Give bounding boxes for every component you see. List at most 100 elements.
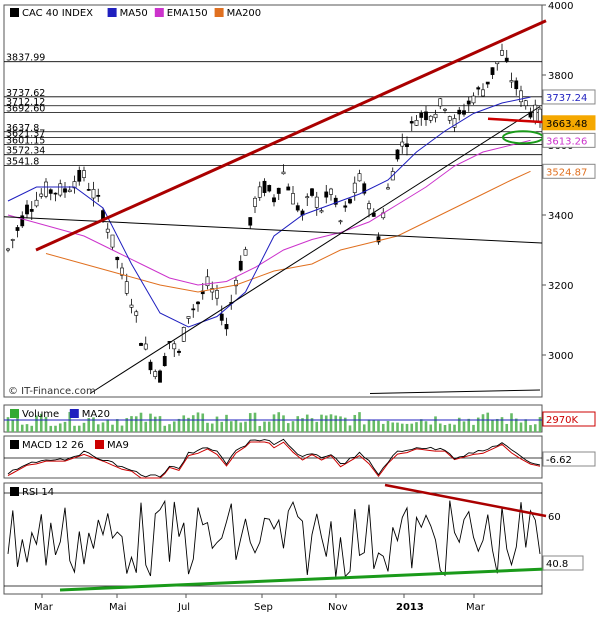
candle-body <box>395 149 400 160</box>
volume-bar <box>16 414 19 432</box>
legend-swatch <box>154 8 164 17</box>
candle-body <box>333 197 338 205</box>
volume-bar <box>35 415 38 432</box>
volume-bar <box>77 425 81 432</box>
candle-body <box>44 181 48 197</box>
volume-bar <box>229 421 233 432</box>
candle-body <box>25 204 29 215</box>
x-axis: Mar Mai Jul Sep Nov 2013 Mar <box>34 594 486 613</box>
candle-body <box>91 189 96 199</box>
volume-bar <box>305 414 309 432</box>
candle-body <box>352 182 357 193</box>
candle-body <box>253 197 257 207</box>
volume-bar <box>120 425 124 432</box>
volume-bar <box>438 423 442 432</box>
resistance-trendline <box>35 19 547 252</box>
volume-bar <box>486 412 490 432</box>
volume-bar <box>196 412 200 432</box>
candle-body <box>509 80 514 83</box>
candle-body <box>485 81 490 85</box>
volume-bar <box>424 421 428 432</box>
volume-bar <box>472 424 475 432</box>
candle-body <box>447 116 452 121</box>
candle-body <box>481 89 485 97</box>
volume-bar <box>25 424 29 432</box>
volume-bar <box>82 422 86 432</box>
candle-body <box>148 361 153 371</box>
rsi-line <box>7 499 541 578</box>
candle-body <box>196 301 200 305</box>
level-label: 3712.12 <box>6 97 45 108</box>
candle-body <box>419 112 424 118</box>
ma50-line <box>7 96 531 328</box>
level-label: 3572.34 <box>6 146 45 157</box>
volume-bar <box>58 423 62 432</box>
candle-body <box>400 141 405 147</box>
legend-swatch <box>107 8 117 17</box>
level-label: 3541.8 <box>6 156 39 167</box>
volume-bar <box>210 423 214 432</box>
candle-body <box>86 189 91 191</box>
volume-bar <box>315 421 319 432</box>
level-label: 3737.62 <box>6 88 45 99</box>
x-tick-label: Mar <box>466 602 486 613</box>
volume-bar <box>158 416 162 432</box>
volume-bar <box>182 415 186 432</box>
volume-bar <box>134 416 138 432</box>
ema150-line <box>7 139 531 286</box>
volume-bar <box>429 424 433 432</box>
volume-bar <box>519 422 523 432</box>
candle-body <box>177 350 181 353</box>
volume-bar <box>310 418 314 432</box>
candle-body <box>39 193 44 197</box>
candle-body <box>153 371 158 377</box>
candle-body <box>504 57 509 62</box>
candle-body <box>63 188 67 193</box>
candle-body <box>452 118 457 128</box>
candle-body <box>276 187 281 194</box>
volume-bar <box>377 420 380 432</box>
candle-body <box>291 193 295 205</box>
volume-bar <box>187 417 190 432</box>
y-tick-label: 4000 <box>548 1 573 12</box>
volume-bar <box>39 413 43 432</box>
candle-body <box>10 239 15 241</box>
volume-panel: Volume MA20 2970K <box>3 404 596 433</box>
volume-bar <box>320 414 323 432</box>
legend-swatch <box>95 440 104 449</box>
volume-bar <box>111 424 114 432</box>
volume-bar <box>139 412 143 432</box>
volume-bar <box>125 418 129 432</box>
candle-body <box>248 217 253 226</box>
candle-body <box>143 343 148 350</box>
volume-bar <box>448 423 452 432</box>
legend-swatch <box>214 8 224 17</box>
volume-bar <box>172 421 176 432</box>
candle-body <box>286 186 291 191</box>
price-badge <box>542 89 596 105</box>
volume-bar <box>500 417 504 432</box>
y-tick-label: 3000 <box>548 351 573 362</box>
volume-badge <box>542 411 596 427</box>
y-tick-label: 3400 <box>548 211 573 222</box>
candle-body <box>77 169 82 182</box>
volume-bar <box>277 412 281 432</box>
candle-body <box>272 197 276 203</box>
price-badge <box>542 132 596 148</box>
x-tick-label: Sep <box>254 602 273 613</box>
candle-body <box>376 236 381 243</box>
price-badge-label: 3524.87 <box>546 167 587 178</box>
volume-bar <box>339 416 342 432</box>
price-badge-label: 3663.48 <box>546 119 587 130</box>
legend-swatch <box>10 440 19 449</box>
candle-body <box>267 185 272 192</box>
volume-bar <box>514 418 518 432</box>
x-tick-label: 2013 <box>396 602 424 613</box>
volume-bar <box>177 418 181 432</box>
candle-body <box>495 61 500 65</box>
volume-bar <box>220 421 224 432</box>
volume-bar <box>301 418 304 432</box>
candle-body <box>224 324 229 330</box>
candle-body <box>329 188 333 195</box>
